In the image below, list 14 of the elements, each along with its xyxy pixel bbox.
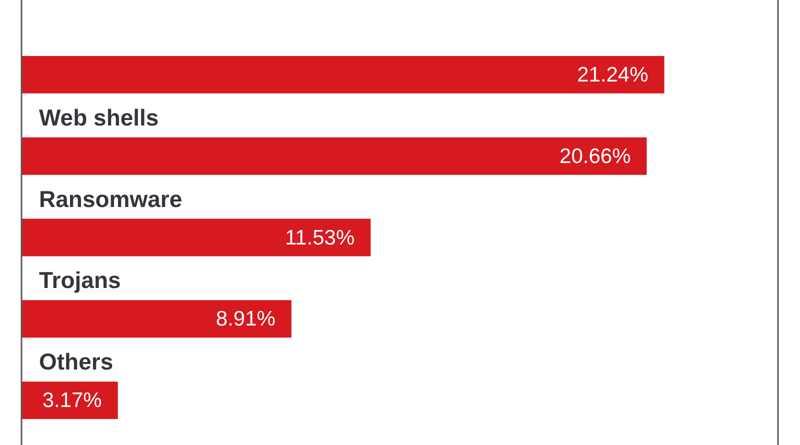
data-label: 21.24% (577, 63, 648, 86)
y-tick-label: Trojans (39, 267, 121, 294)
bar (22, 382, 118, 420)
bar (22, 300, 292, 338)
data-label: 11.53% (284, 226, 355, 250)
data-label: 3.17% (42, 389, 102, 412)
y-tick-label: Ransomware (39, 186, 182, 212)
y-tick-label: Web shells (39, 104, 159, 130)
y-tick-label: Others (39, 348, 114, 375)
bar (22, 56, 664, 94)
data-label: 20.66% (560, 144, 631, 168)
data-label: 8.91% (216, 308, 276, 331)
bar (22, 137, 647, 175)
bar (22, 218, 371, 256)
